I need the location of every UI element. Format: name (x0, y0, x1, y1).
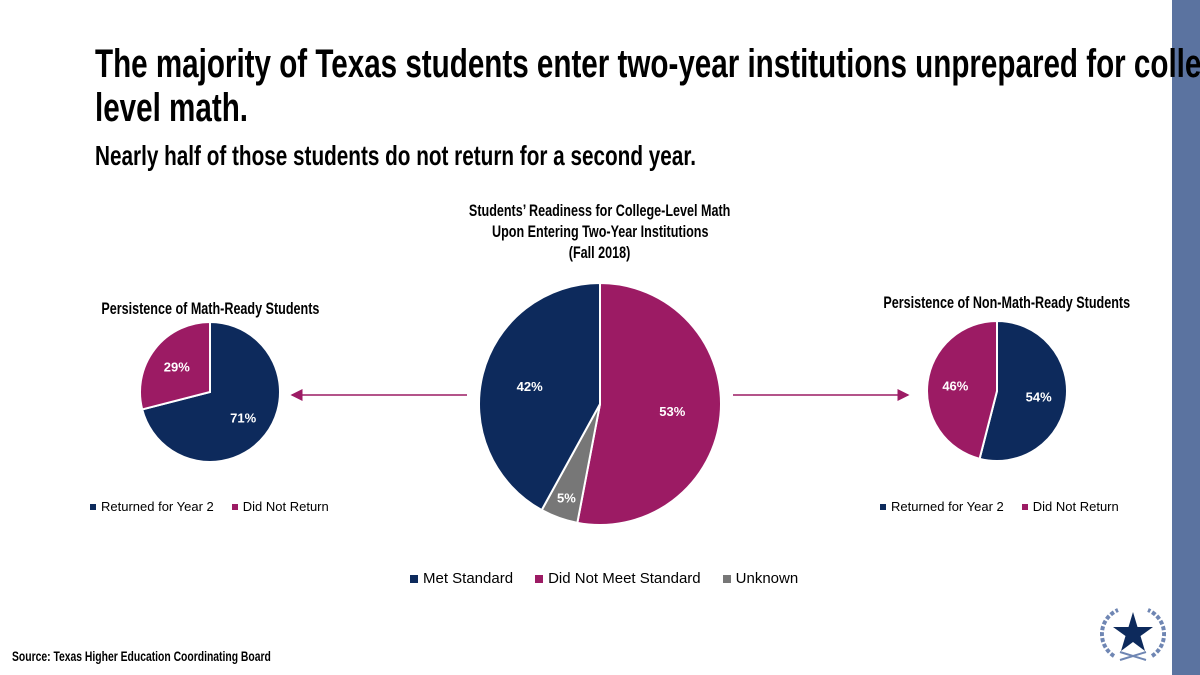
legend-item: Did Not Return (231, 499, 329, 514)
source-text: Source: Texas Higher Education Coordinat… (12, 648, 271, 664)
legend-item: Returned for Year 2 (880, 499, 1004, 514)
left-pie-slice (140, 320, 281, 463)
center-pie-slice (576, 281, 722, 526)
left-chart-title: Persistence of Math-Ready Students (60, 298, 360, 319)
legend-swatch (410, 574, 418, 583)
legend-swatch (722, 574, 731, 583)
right-pie-data-label: 46% (942, 379, 968, 394)
title-line-2: level math. (95, 86, 249, 130)
right-pie-slice (926, 319, 998, 461)
center-title-line: Upon Entering Two-Year Institutions (491, 222, 709, 241)
legend-label: Did Not Return (1032, 499, 1119, 514)
center-pie-data-label: 42% (517, 379, 543, 394)
legend-swatch (880, 503, 886, 510)
left-chart-title-text: Persistence of Math-Ready Students (100, 299, 320, 318)
star-wreath-logo-icon (1100, 608, 1166, 661)
legend-label: Did Not Meet Standard (548, 570, 701, 587)
legend-label: Returned for Year 2 (891, 499, 1004, 514)
center-title-line: (Fall 2018) (569, 243, 631, 262)
title-line-1: The majority of Texas students enter two… (95, 42, 1200, 86)
right-chart-title: Persistence of Non-Math-Ready Students (840, 292, 1154, 313)
center-pie-slice (478, 281, 601, 512)
left-pie-data-label: 71% (230, 411, 256, 426)
legend-item: Unknown (722, 570, 799, 587)
legend-item: Returned for Year 2 (90, 499, 214, 514)
subtitle-text: Nearly half of those students do not ret… (95, 140, 696, 171)
source-note: Source: Texas Higher Education Coordinat… (12, 648, 362, 664)
legend-label: Met Standard (423, 570, 514, 587)
legend-item: Met Standard (410, 570, 513, 587)
accent-bar (1172, 0, 1200, 675)
left-pie-data-label: 29% (164, 359, 190, 374)
legend-label: Returned for Year 2 (101, 499, 214, 514)
center-chart-title: Students’ Readiness for College-Level Ma… (400, 200, 800, 263)
right-pie-data-label: 54% (1026, 389, 1052, 404)
right-pie-slice (978, 319, 1068, 462)
legend-label: Did Not Return (242, 499, 329, 514)
center-title-line: Students’ Readiness for College-Level Ma… (469, 201, 731, 220)
left-pie-slice (139, 320, 211, 411)
legend-swatch (535, 574, 544, 583)
legend-label: Unknown (735, 570, 799, 587)
legend-swatch (231, 503, 238, 510)
legend-item: Did Not Return (1021, 499, 1119, 514)
legend-swatch (1021, 503, 1028, 510)
left-legend: Returned for Year 2 Did Not Return (90, 499, 329, 514)
right-legend: Returned for Year 2 Did Not Return (880, 499, 1119, 514)
legend-swatch (90, 503, 96, 510)
legend-item: Did Not Meet Standard (535, 570, 701, 587)
right-chart-title-text: Persistence of Non-Math-Ready Students (883, 293, 1131, 312)
center-pie-data-label: 5% (557, 490, 576, 505)
center-legend: Met Standard Did Not Meet Standard Unkno… (410, 570, 798, 587)
page-subtitle: Nearly half of those students do not ret… (95, 140, 907, 172)
center-pie-data-label: 53% (659, 404, 685, 419)
page-title: The majority of Texas students enter two… (95, 42, 1200, 130)
